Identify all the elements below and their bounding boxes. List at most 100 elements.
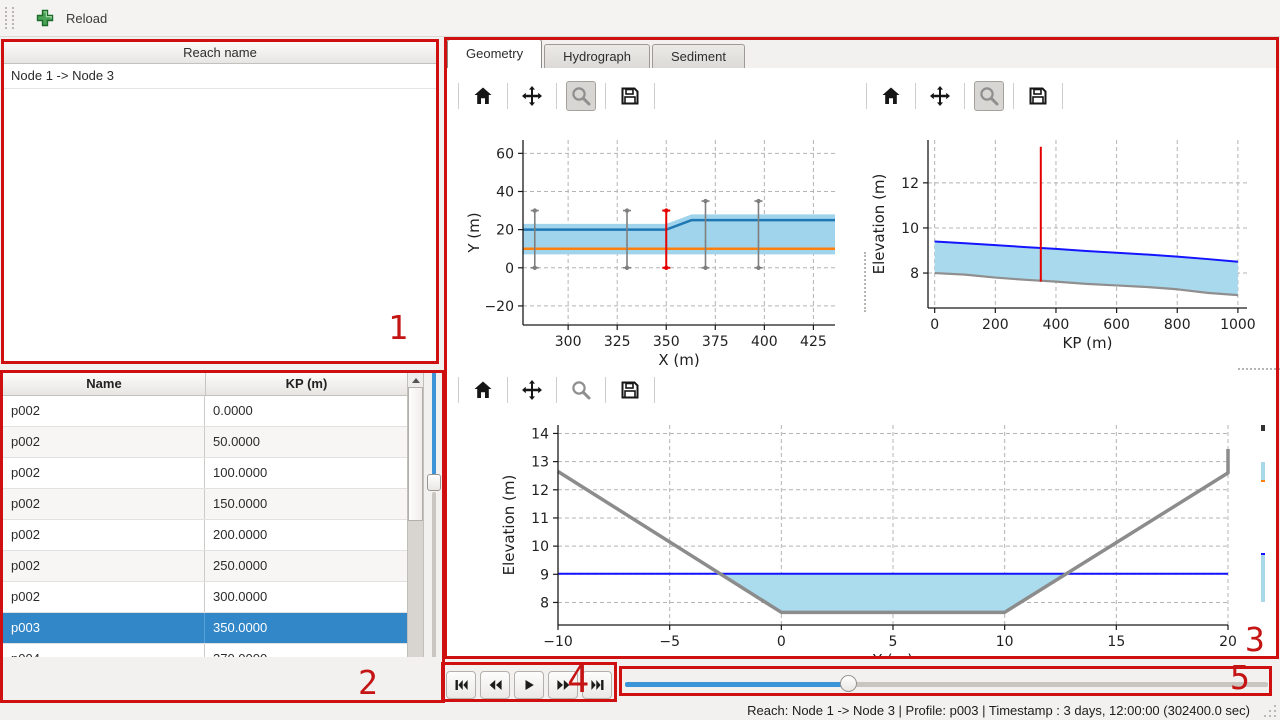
home-icon[interactable] <box>876 81 906 111</box>
table-cell-name: p002 <box>3 458 205 488</box>
time-slider[interactable] <box>625 675 1270 692</box>
table-row[interactable]: p002 0.0000 <box>3 396 407 427</box>
profile-table-panel: Name KP (m) p002 0.0000 p002 50.0000 p002 100… <box>3 373 407 700</box>
pan-icon[interactable] <box>517 81 547 111</box>
toolbar-separator <box>1013 83 1014 109</box>
play-button[interactable] <box>514 671 544 699</box>
svg-text:20: 20 <box>496 223 514 239</box>
toolbar-separator <box>964 83 965 109</box>
toolbar-separator <box>605 83 606 109</box>
svg-text:8: 8 <box>540 595 549 611</box>
add-icon <box>36 9 54 27</box>
resize-grip-icon[interactable] <box>1264 704 1277 717</box>
home-icon[interactable] <box>468 375 498 405</box>
table-cell-kp: 100.0000 <box>213 465 268 480</box>
column-header-kp[interactable]: KP (m) <box>285 376 328 391</box>
toolbar-separator <box>458 377 459 403</box>
svg-text:−5: −5 <box>659 634 680 650</box>
svg-text:400: 400 <box>1043 317 1070 333</box>
svg-text:10: 10 <box>996 634 1014 650</box>
table-cell-name: p002 <box>3 427 205 457</box>
svg-text:600: 600 <box>1103 317 1130 333</box>
zoom-icon[interactable] <box>566 81 596 111</box>
time-slider-thumb[interactable] <box>840 675 857 692</box>
toolbar-separator <box>458 83 459 109</box>
svg-text:−20: −20 <box>484 299 514 315</box>
reach-list-item[interactable]: Node 1 -> Node 3 <box>4 64 436 89</box>
svg-text:10: 10 <box>901 221 919 237</box>
pan-icon[interactable] <box>517 375 547 405</box>
svg-text:0: 0 <box>930 317 939 333</box>
long-profile-plot[interactable]: 0 200 400 600 800 1000 8 10 12 KP (m) Elevation (m… <box>865 115 1258 368</box>
table-row[interactable]: p003 350.0000 <box>3 613 407 644</box>
table-row[interactable]: p002 300.0000 <box>3 582 407 613</box>
fast-forward-icon <box>556 680 569 690</box>
svg-text:20: 20 <box>1219 634 1237 650</box>
column-header-name[interactable]: Name <box>3 373 206 395</box>
reload-button[interactable]: Reload <box>28 6 115 30</box>
cross-section-plot-toolbar <box>458 373 655 407</box>
fast-forward-button[interactable] <box>548 671 578 699</box>
cross-section-plot[interactable]: −10 −5 0 5 10 15 20 8 9 10 11 12 13 14 Y (m) Elevation … <box>455 410 1245 660</box>
zoom-icon[interactable] <box>974 81 1004 111</box>
tab-geometry[interactable]: Geometry <box>447 39 543 68</box>
table-row[interactable]: p002 100.0000 <box>3 458 407 489</box>
zoom-icon[interactable] <box>566 375 596 405</box>
table-cell-name: p002 <box>3 551 205 581</box>
table-cell-name: p002 <box>3 520 205 550</box>
svg-text:Elevation (m): Elevation (m) <box>500 475 518 576</box>
svg-text:Y (m): Y (m) <box>465 212 483 253</box>
table-cell-name: p003 <box>3 613 205 643</box>
table-scrollbar[interactable] <box>407 372 424 701</box>
scrollbar-thumb[interactable] <box>408 387 423 521</box>
toolbar-drag-handle[interactable] <box>5 7 14 29</box>
svg-text:12: 12 <box>901 176 919 192</box>
svg-text:12: 12 <box>531 483 549 499</box>
tab-hydrograph[interactable]: Hydrograph <box>544 44 651 68</box>
save-icon[interactable] <box>615 375 645 405</box>
rewind-button[interactable] <box>480 671 510 699</box>
svg-text:15: 15 <box>1107 634 1125 650</box>
table-cell-name: p002 <box>3 582 205 612</box>
table-cell-kp: 250.0000 <box>213 558 268 573</box>
svg-text:−10: −10 <box>543 634 573 650</box>
save-icon[interactable] <box>615 81 645 111</box>
table-cell-name: p002 <box>3 489 205 519</box>
skip-start-button[interactable] <box>446 671 476 699</box>
svg-text:KP (m): KP (m) <box>1063 334 1113 352</box>
toolbar-separator <box>654 377 655 403</box>
svg-text:0: 0 <box>777 634 786 650</box>
splitter-handle-vertical[interactable] <box>864 252 869 312</box>
tab-sediment[interactable]: Sediment <box>652 44 745 68</box>
table-row[interactable]: p002 50.0000 <box>3 427 407 458</box>
svg-text:10: 10 <box>531 539 549 555</box>
tab-bar: Geometry Hydrograph Sediment <box>447 39 747 68</box>
table-row[interactable]: p002 150.0000 <box>3 489 407 520</box>
plan-view-plot[interactable]: 300 325 350 375 400 425 −20 0 20 40 60 X (m) Y (m) <box>455 115 865 368</box>
scroll-up-button[interactable] <box>408 373 423 388</box>
svg-text:11: 11 <box>531 511 549 527</box>
svg-text:13: 13 <box>531 455 549 471</box>
profile-table-body: p002 0.0000 p002 50.0000 p002 100.0000 p002 150… <box>3 396 407 700</box>
splitter-handle-horizontal[interactable] <box>1238 368 1280 373</box>
svg-text:40: 40 <box>496 184 514 200</box>
table-cell-name: p002 <box>3 396 205 426</box>
save-icon[interactable] <box>1023 81 1053 111</box>
profile-vertical-slider[interactable] <box>427 372 441 700</box>
playback-controls <box>446 671 612 699</box>
table-row[interactable]: p002 200.0000 <box>3 520 407 551</box>
svg-text:8: 8 <box>910 266 919 282</box>
svg-text:1000: 1000 <box>1220 317 1256 333</box>
skip-end-button[interactable] <box>582 671 612 699</box>
time-slider-empty-track <box>848 682 1268 687</box>
reach-list-header: Reach name <box>4 42 436 64</box>
table-cell-kp: 200.0000 <box>213 527 268 542</box>
table-row[interactable]: p002 250.0000 <box>3 551 407 582</box>
vslider-thumb[interactable] <box>427 474 441 491</box>
reach-list: Node 1 -> Node 3 <box>4 64 436 89</box>
table-cell-kp: 50.0000 <box>213 434 260 449</box>
pan-icon[interactable] <box>925 81 955 111</box>
svg-text:14: 14 <box>531 426 549 442</box>
home-icon[interactable] <box>468 81 498 111</box>
